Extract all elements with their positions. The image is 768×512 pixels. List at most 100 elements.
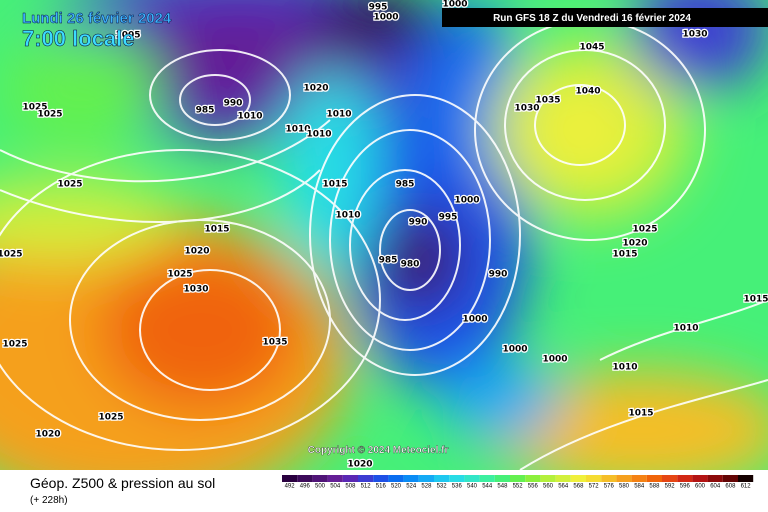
color-swatch [722, 475, 738, 482]
legend-label: 492 [285, 484, 296, 490]
color-swatch [282, 475, 298, 482]
isobar-label: 1000 [542, 355, 567, 365]
isobar-label: 1045 [579, 43, 604, 53]
isobar-label: 1025 [37, 110, 62, 120]
isobar-label: 1025 [0, 250, 23, 260]
color-swatch [449, 475, 465, 482]
time: 7:00 locale [22, 26, 135, 51]
isobar-label: 980 [401, 260, 420, 270]
color-swatch [342, 475, 358, 482]
legend-label: 516 [376, 484, 387, 490]
isobar-label: 1025 [22, 103, 47, 113]
color-swatch [631, 475, 647, 482]
color-swatch [403, 475, 419, 482]
isobar-label: 1015 [204, 225, 229, 235]
color-swatch [555, 475, 571, 482]
isobar-label: 985 [396, 180, 415, 190]
color-swatch [646, 475, 662, 482]
legend-label: 588 [649, 484, 660, 490]
color-swatch [707, 475, 723, 482]
legend-label: 524 [406, 484, 417, 490]
color-swatch [540, 475, 556, 482]
color-swatch [479, 475, 495, 482]
isobars [0, 19, 768, 470]
isobar-label: 995 [369, 3, 388, 13]
isobar-label: 1010 [335, 211, 360, 221]
color-swatch [601, 475, 617, 482]
isobar-label: 1035 [262, 338, 287, 348]
legend-label: 568 [573, 484, 584, 490]
legend-label: 548 [497, 484, 508, 490]
isobar-label: 1005 [115, 31, 140, 41]
legend-label: 496 [300, 484, 311, 490]
legend-label: 500 [315, 484, 326, 490]
lead-time: (+ 228h) [30, 495, 68, 506]
color-swatch [616, 475, 632, 482]
isobar-label: 990 [224, 99, 243, 109]
legend-label: 508 [345, 484, 356, 490]
isobar-label: 985 [379, 256, 398, 266]
legend-label: 592 [665, 484, 676, 490]
isobar-label: 1020 [622, 239, 647, 249]
isobar-label: 1025 [2, 340, 27, 350]
legend-label: 580 [619, 484, 630, 490]
isobar-label: 1035 [535, 96, 560, 106]
isobar-label: 1040 [575, 87, 600, 97]
color-swatch [494, 475, 510, 482]
legend-label: 612 [741, 484, 752, 490]
legend-label: 556 [528, 484, 539, 490]
isobar-label: 1025 [98, 413, 123, 423]
legend-label: 528 [421, 484, 432, 490]
color-swatch [434, 475, 450, 482]
color-swatch [662, 475, 678, 482]
legend-label: 532 [437, 484, 448, 490]
color-swatch [570, 475, 586, 482]
color-swatch [525, 475, 541, 482]
color-swatch [388, 475, 404, 482]
legend-label: 604 [710, 484, 721, 490]
run: Run GFS 18 Z du Vendredi 16 février 2024 [493, 13, 691, 24]
color-swatch [677, 475, 693, 482]
isobar-label: 1025 [167, 270, 192, 280]
color-swatch [358, 475, 374, 482]
isobar-label: 1030 [183, 285, 208, 295]
date: Lundi 26 février 2024 [22, 10, 172, 27]
legend-label: 564 [558, 484, 569, 490]
legend-label: 600 [695, 484, 706, 490]
isobar-label: 1010 [326, 110, 351, 120]
color-swatch [692, 475, 708, 482]
isobar-label: 1025 [632, 225, 657, 235]
color-swatch [312, 475, 328, 482]
legend-label: 512 [361, 484, 372, 490]
isobar-label: 1030 [514, 104, 539, 114]
isobar-label: 1015 [628, 409, 653, 419]
isobar-label: 985 [196, 106, 215, 116]
legend-label: 584 [634, 484, 645, 490]
isobar-label: 1020 [184, 247, 209, 257]
legend-label: 576 [604, 484, 615, 490]
legend-label: 520 [391, 484, 402, 490]
isobar-label: 1010 [306, 130, 331, 140]
legend-label: 560 [543, 484, 554, 490]
isobar-label: 1000 [373, 13, 398, 23]
color-swatch [586, 475, 602, 482]
isobar-label: 1000 [502, 345, 527, 355]
color-swatch [373, 475, 389, 482]
isobar-label: 1000 [442, 0, 467, 10]
isobar-label: 1000 [462, 315, 487, 325]
isobar-label: 1030 [682, 30, 707, 40]
color-swatch [738, 475, 754, 482]
isobar-label: 990 [409, 218, 428, 228]
legend-label: 540 [467, 484, 478, 490]
legend-label: 504 [330, 484, 341, 490]
isobar-label: 1015 [612, 250, 637, 260]
legend-label: 608 [725, 484, 736, 490]
isobar-label: 990 [489, 270, 508, 280]
isobar-label: 1010 [673, 324, 698, 334]
legend-label: 572 [589, 484, 600, 490]
color-swatch [297, 475, 313, 482]
isobar-label: 1010 [285, 125, 310, 135]
